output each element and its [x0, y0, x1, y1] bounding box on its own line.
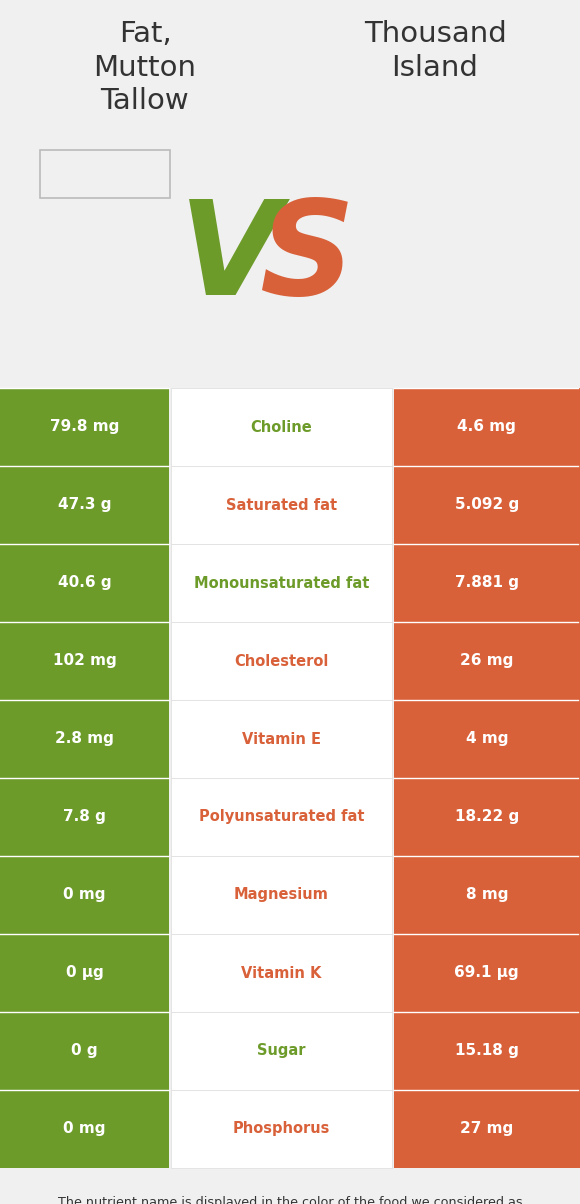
Text: Vitamin K: Vitamin K — [241, 966, 321, 980]
Text: Cholesterol: Cholesterol — [234, 654, 328, 668]
Text: Monounsaturated fat: Monounsaturated fat — [194, 576, 369, 590]
Bar — [0, 856, 169, 934]
Text: 5.092 g: 5.092 g — [455, 497, 519, 513]
Text: Polyunsaturated fat: Polyunsaturated fat — [198, 809, 364, 825]
Bar — [171, 934, 392, 1013]
Bar — [393, 700, 580, 778]
Bar — [393, 934, 580, 1013]
Text: 15.18 g: 15.18 g — [455, 1044, 519, 1058]
Text: 7.881 g: 7.881 g — [455, 576, 519, 590]
Text: Fat,
Mutton
Tallow: Fat, Mutton Tallow — [93, 20, 197, 116]
Text: 18.22 g: 18.22 g — [455, 809, 519, 825]
Bar — [393, 388, 580, 466]
Text: Magnesium: Magnesium — [234, 887, 329, 903]
Bar — [171, 856, 392, 934]
Bar — [40, 150, 170, 197]
Bar — [0, 934, 169, 1013]
Text: 7.8 g: 7.8 g — [63, 809, 106, 825]
Bar — [393, 1013, 580, 1090]
Bar — [171, 1090, 392, 1168]
Text: 0 mg: 0 mg — [63, 887, 106, 903]
Bar — [0, 778, 169, 856]
Text: 0 g: 0 g — [71, 1044, 98, 1058]
Text: V: V — [179, 195, 281, 321]
Bar — [0, 388, 169, 466]
Bar — [0, 544, 169, 622]
Text: 0 mg: 0 mg — [63, 1121, 106, 1137]
Text: 26 mg: 26 mg — [460, 654, 513, 668]
Bar — [0, 622, 169, 700]
Text: 2.8 mg: 2.8 mg — [55, 732, 114, 746]
Bar — [171, 778, 392, 856]
Bar — [393, 1090, 580, 1168]
Bar — [171, 700, 392, 778]
Bar — [171, 1013, 392, 1090]
Text: Phosphorus: Phosphorus — [233, 1121, 330, 1137]
Bar — [393, 622, 580, 700]
Text: 4.6 mg: 4.6 mg — [457, 419, 516, 435]
Bar — [171, 544, 392, 622]
Text: Sugar: Sugar — [257, 1044, 306, 1058]
Text: 102 mg: 102 mg — [53, 654, 117, 668]
Text: The nutrient name is displayed in the color of the food we considered as
'winner: The nutrient name is displayed in the co… — [37, 1196, 543, 1204]
Bar — [171, 622, 392, 700]
Text: 4 mg: 4 mg — [466, 732, 508, 746]
Bar — [0, 1090, 169, 1168]
Bar — [393, 466, 580, 544]
Bar — [393, 778, 580, 856]
Text: 79.8 mg: 79.8 mg — [50, 419, 119, 435]
Text: 47.3 g: 47.3 g — [58, 497, 111, 513]
Text: Choline: Choline — [251, 419, 312, 435]
Text: Saturated fat: Saturated fat — [226, 497, 337, 513]
Text: 69.1 μg: 69.1 μg — [455, 966, 519, 980]
Bar — [393, 544, 580, 622]
Text: 0 μg: 0 μg — [66, 966, 103, 980]
Text: 8 mg: 8 mg — [466, 887, 508, 903]
Text: Thousand
Island: Thousand Island — [364, 20, 506, 82]
Text: S: S — [260, 195, 356, 321]
Bar — [0, 1013, 169, 1090]
Text: 40.6 g: 40.6 g — [58, 576, 111, 590]
Text: 27 mg: 27 mg — [460, 1121, 513, 1137]
Bar — [393, 856, 580, 934]
Bar — [171, 466, 392, 544]
Bar — [0, 700, 169, 778]
Bar — [171, 388, 392, 466]
Text: Vitamin E: Vitamin E — [242, 732, 321, 746]
Bar — [0, 466, 169, 544]
